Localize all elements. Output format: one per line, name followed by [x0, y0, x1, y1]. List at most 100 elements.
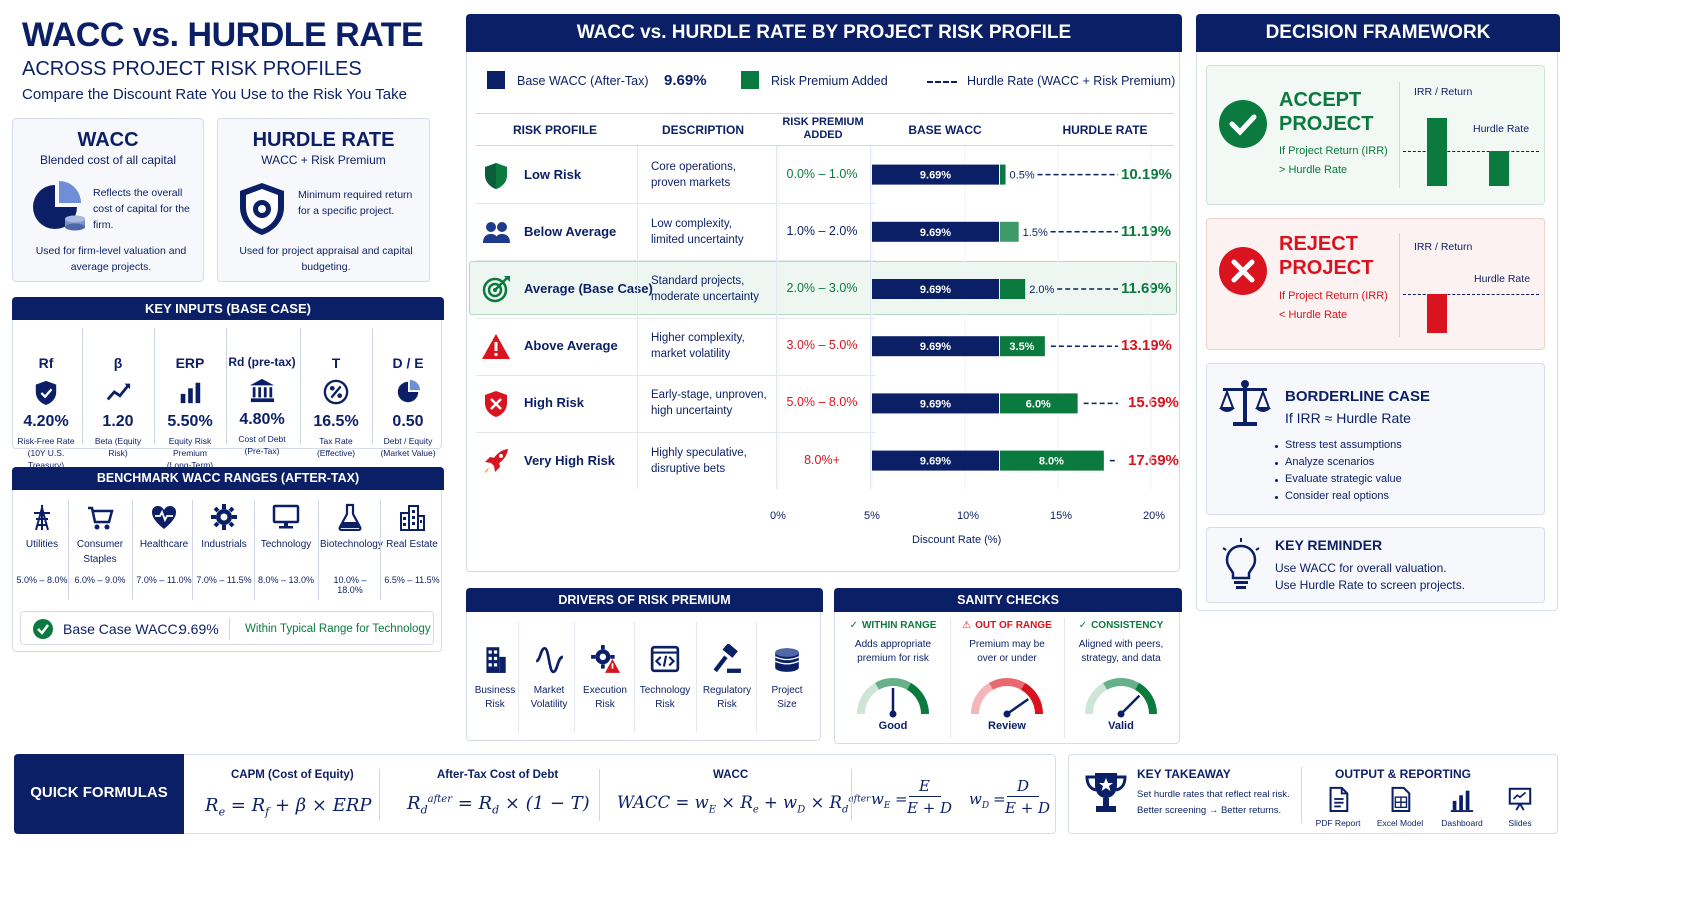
- hurdle-card-subtitle: WACC + Risk Premium: [261, 153, 386, 167]
- gear-icon: [211, 504, 237, 530]
- scale-icon: [1219, 380, 1271, 426]
- sanity-head: ✓ WITHIN RANGE: [838, 620, 948, 631]
- check-circle-icon: [33, 619, 53, 639]
- risk-row-desc-1: Highly speculative,: [651, 446, 747, 459]
- legend-base-value: 9.69%: [664, 72, 707, 89]
- key-input-1: β 1.20 Beta (Equity Risk): [84, 355, 152, 459]
- driver-line-2: Size: [777, 699, 797, 710]
- sanity-line-1: Premium may be: [969, 639, 1045, 650]
- bullet-dot: [1275, 445, 1278, 448]
- benchmark-range: 7.0% – 11.0%: [136, 575, 192, 585]
- risk-row-desc-2: moderate uncertainty: [651, 291, 760, 303]
- check-icon: ✓: [849, 620, 858, 631]
- driver-2: Execution Risk: [576, 644, 634, 712]
- pie-icon: [397, 379, 421, 403]
- hurdle-rate-value: 13.19%: [1121, 337, 1172, 355]
- key-input-caption-2: (10Y U.S. Treasury): [27, 448, 65, 470]
- output-item-0[interactable]: PDF Report: [1308, 786, 1368, 828]
- tower-icon: [34, 504, 50, 531]
- key-input-0: Rf 4.20% Risk-Free Rate (10Y U.S. Treasury): [12, 355, 80, 471]
- trend-icon: [84, 379, 152, 407]
- rocket-icon: [484, 448, 508, 473]
- sanity-head: ✓ CONSISTENCY: [1066, 620, 1176, 631]
- driver-name: Business Risk: [466, 684, 524, 712]
- page-subtitle: ACROSS PROJECT RISK PROFILES: [22, 58, 362, 80]
- benchmark-range: 7.0% – 11.5%: [196, 575, 252, 585]
- legend-hurdle-label: Hurdle Rate (WACC + Risk Premium): [967, 74, 1176, 88]
- excel-icon: [1391, 786, 1411, 812]
- hurdle-card: HURDLE RATE WACC + Risk Premium Minimum …: [217, 118, 430, 282]
- driver-0: Business Risk: [466, 644, 524, 712]
- wacc-card: WACC Blended cost of all capital Reflect…: [12, 118, 204, 282]
- key-input-symbol: β: [113, 355, 123, 371]
- accept-threshold-line: [1403, 151, 1539, 152]
- sanity-line-2: over or under: [977, 653, 1037, 664]
- benchmark-range: 10.0% – 18.0%: [333, 575, 367, 595]
- wacc-formula: WACC = wE × Re + wD × Rdafter: [617, 793, 871, 816]
- benchmark-name: Consumer Staples: [76, 539, 124, 565]
- driver-line-1: Business: [474, 685, 516, 696]
- output-item-2[interactable]: Dashboard: [1432, 786, 1492, 828]
- risk-row-desc-1: Early-stage, unproven,: [651, 389, 767, 402]
- check-circle-icon: [1219, 100, 1267, 148]
- wacc-card-subtitle: Blended cost of all capital: [39, 153, 177, 167]
- base-case-value: 9.69%: [179, 621, 219, 637]
- reminder-box: KEY REMINDER Use WACC for overall valuat…: [1206, 527, 1545, 603]
- sanity-line-2: premium for risk: [857, 653, 929, 664]
- key-input-caption: Debt / Equity: [383, 436, 433, 446]
- debt-head: After-Tax Cost of Debt: [437, 769, 559, 781]
- bar-icon: [180, 382, 201, 404]
- code-window-icon: [650, 645, 680, 673]
- key-input-3: Rd (pre-tax) 4.80% Cost of Debt (Pre-Tax): [228, 355, 296, 457]
- wacc-card-note: Used for firm-level valuation and averag…: [35, 245, 187, 273]
- risk-premium-range: 2.0% – 3.0%: [786, 281, 858, 295]
- trend-icon: [106, 383, 131, 401]
- monitor-icon: [272, 504, 300, 529]
- wacc-card-title: WACC: [77, 129, 139, 151]
- risk-row-desc-1: Standard projects,: [651, 275, 745, 287]
- output-item-1[interactable]: Excel Model: [1370, 786, 1430, 828]
- base-case-label: Base Case WACC:: [63, 621, 182, 637]
- risk-row-desc-2: limited uncertainty: [651, 233, 744, 246]
- driver-line-1: Market: [533, 685, 565, 696]
- highlight-row-bg: [469, 261, 1177, 315]
- borderline-item: Consider real options: [1285, 490, 1389, 502]
- risk-row-icon-1: [482, 218, 510, 246]
- key-input-value: 5.50%: [167, 413, 213, 430]
- hurdle-rate-value: 11.19%: [1121, 222, 1172, 240]
- sanity-check-1: ⚠ OUT OF RANGE Premium may be over or under…: [952, 616, 1062, 742]
- output-item-label: Dashboard: [1441, 818, 1483, 828]
- wave-icon: [535, 646, 564, 674]
- risk-premium-range: 8.0%+: [804, 452, 840, 467]
- driver-line-1: Project: [771, 685, 803, 696]
- risk-row-desc-2: proven markets: [651, 176, 731, 189]
- shield-x-icon: [485, 391, 507, 418]
- wacc-card-desc: Reflects the overall cost of capital for…: [93, 187, 190, 231]
- borderline-title: BORDERLINE CASE: [1285, 388, 1431, 405]
- pdf-report-icon: [1329, 786, 1349, 812]
- output-item-3[interactable]: Slides: [1490, 786, 1550, 828]
- drivers-panel: DRIVERS OF RISK PREMIUM: [466, 588, 823, 741]
- driver-line-2: Risk: [595, 699, 615, 710]
- target-icon: [482, 276, 510, 303]
- sanity-check-0: ✓ WITHIN RANGE Adds appropriate premium for…: [838, 616, 948, 742]
- cart-icon: [88, 506, 114, 530]
- col-header-base: BASE WACC: [908, 123, 982, 137]
- bullet-dot: [1275, 462, 1278, 465]
- sanity-title: SANITY CHECKS: [834, 588, 1182, 612]
- driver-line-2: Risk: [717, 699, 737, 710]
- driver-5: Project Size: [758, 644, 816, 712]
- output-item-label: Excel Model: [1376, 818, 1424, 828]
- x-tick-label: 5%: [864, 510, 880, 522]
- x-tick-label: 0%: [770, 510, 786, 522]
- key-input-symbol: T: [331, 355, 341, 371]
- takeaway-line-1: Set hurdle rates that reflect real risk.: [1137, 789, 1290, 800]
- driver-line-2: Risk: [655, 699, 675, 710]
- reject-title-2: PROJECT: [1279, 257, 1374, 279]
- risk-premium-range: 3.0% – 5.0%: [786, 338, 858, 353]
- accept-box: ACCEPT PROJECT If Project Return (IRR) >…: [1206, 65, 1545, 205]
- legend-base-swatch: [487, 71, 505, 89]
- accept-rule-1: If Project Return (IRR): [1279, 145, 1388, 157]
- borderline-item: Evaluate strategic value: [1285, 473, 1402, 485]
- formulas-panel: QUICK FORMULAS CAPM (Cost of Equity) Re …: [14, 754, 1056, 834]
